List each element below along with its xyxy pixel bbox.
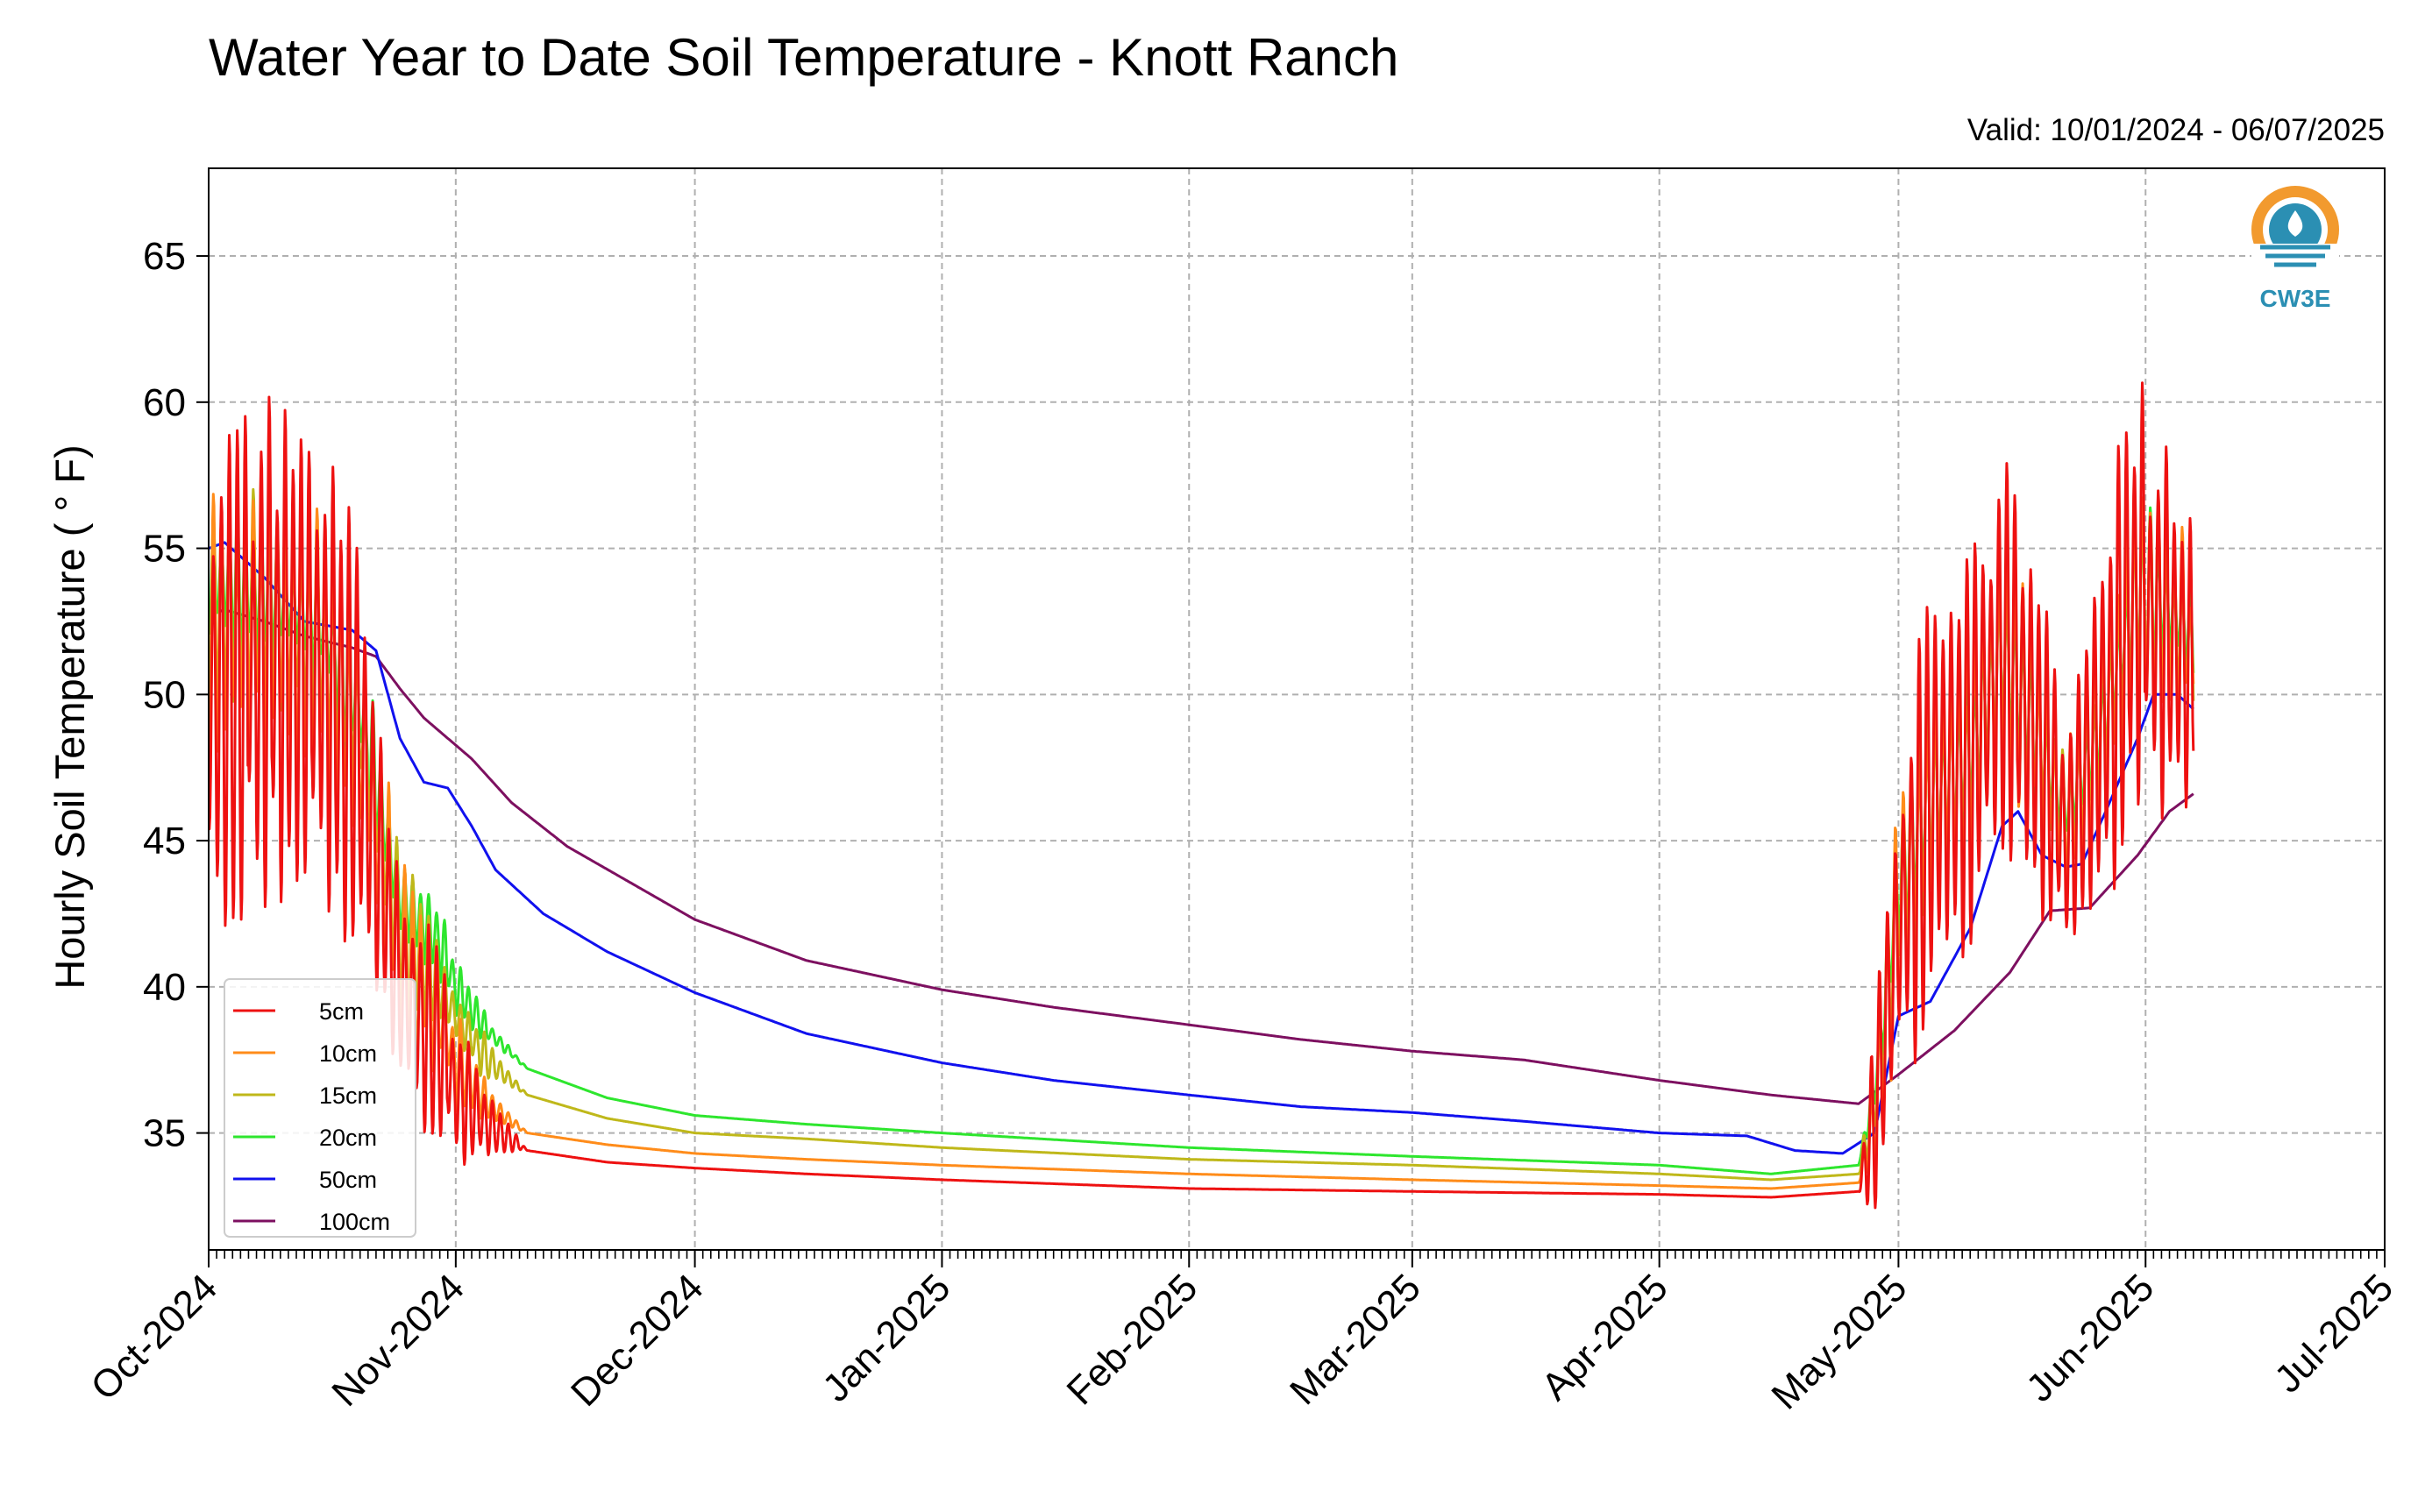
legend: 5cm 10cm 15cm 20cm 50cm 100cm [224,978,416,1238]
valid-date-range: Valid: 10/01/2024 - 06/07/2025 [1967,113,2385,147]
legend-label: 15cm [319,1083,377,1109]
y-tick-label: 50 [143,673,186,716]
legend-label: 10cm [319,1040,377,1067]
axis-ticks [196,255,2386,1267]
y-axis-label: Hourly Soil Temperature ( ° F) [46,444,93,989]
legend-label: 5cm [319,998,364,1025]
water-drop-icon [2251,186,2339,273]
logo-text: CW3E [2260,285,2331,312]
y-tick-labels: 35 40 45 50 55 60 65 [143,235,186,1155]
grid-lines [209,168,2385,1250]
y-tick-label: 55 [143,528,186,571]
cw3e-logo: CW3E [2251,186,2339,312]
legend-label: 100cm [319,1209,390,1235]
legend-label: 50cm [319,1167,377,1193]
plot-frame [208,167,2386,1251]
y-tick-label: 60 [143,381,186,424]
y-tick-label: 35 [143,1112,186,1155]
legend-box [224,978,416,1238]
series-line-100cm [209,608,2194,1105]
y-tick-label: 45 [143,820,186,862]
legend-label: 20cm [319,1125,377,1151]
y-tick-label: 40 [143,966,186,1009]
series-line-5cm [209,381,2195,1210]
chart-title: Water Year to Date Soil Temperature - Kn… [209,28,1398,87]
series-lines [209,381,2195,1210]
y-tick-label: 65 [143,235,186,278]
